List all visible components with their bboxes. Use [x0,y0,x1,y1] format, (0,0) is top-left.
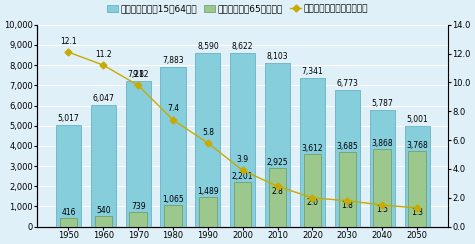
Bar [373,149,391,227]
Bar [195,53,220,227]
Text: 8,590: 8,590 [197,42,219,51]
Text: 1,065: 1,065 [162,195,184,204]
Bar [269,168,286,227]
Bar [234,182,251,227]
Bar [164,205,182,227]
Bar [56,125,81,227]
Text: 7,883: 7,883 [162,56,184,65]
Text: 8,103: 8,103 [267,52,288,61]
Text: 5.8: 5.8 [202,128,214,137]
Text: 3,685: 3,685 [336,142,358,151]
Bar [408,151,426,227]
Bar [300,78,325,227]
Text: 3,868: 3,868 [371,139,393,148]
Text: 3.9: 3.9 [237,155,249,164]
Text: 5,017: 5,017 [57,114,79,123]
Text: 2.0: 2.0 [306,198,318,207]
Text: 3,612: 3,612 [302,144,323,153]
Text: 7,212: 7,212 [127,70,149,79]
Bar [91,105,116,227]
Text: 1.5: 1.5 [376,205,388,214]
Text: 2.8: 2.8 [272,187,284,196]
Text: 6,047: 6,047 [92,93,114,102]
Text: 739: 739 [131,202,145,211]
Text: 2,925: 2,925 [267,158,288,167]
Bar [370,110,395,227]
Bar [60,218,77,227]
Text: 8,622: 8,622 [232,41,254,51]
Bar [339,152,356,227]
Text: 12.1: 12.1 [60,37,77,46]
Bar [95,216,112,227]
Text: 7.4: 7.4 [167,104,179,113]
Text: 1.8: 1.8 [342,201,353,210]
Text: 7,341: 7,341 [302,67,323,76]
Bar [230,52,255,227]
Bar [125,81,151,227]
Text: 9.8: 9.8 [132,70,144,79]
Bar [161,68,186,227]
Bar [335,90,360,227]
Bar [304,154,321,227]
Legend: 生産年齢人口（15～64歳）, 高齢者人口（65歳以上）, 生産年齢人口／高齢者人口: 生産年齢人口（15～64歳）, 高齢者人口（65歳以上）, 生産年齢人口／高齢者… [107,4,368,13]
Text: 1.3: 1.3 [411,208,423,217]
Text: 3,768: 3,768 [406,141,428,150]
Bar [265,63,290,227]
Text: 2,201: 2,201 [232,172,254,181]
Text: 6,773: 6,773 [336,79,358,88]
Bar [405,126,429,227]
Text: 1,489: 1,489 [197,187,219,196]
Bar [199,197,217,227]
Text: 5,001: 5,001 [406,115,428,124]
Text: 540: 540 [96,206,111,215]
Text: 11.2: 11.2 [95,50,112,59]
Bar [130,212,147,227]
Text: 416: 416 [61,208,76,217]
Text: 5,787: 5,787 [371,99,393,108]
